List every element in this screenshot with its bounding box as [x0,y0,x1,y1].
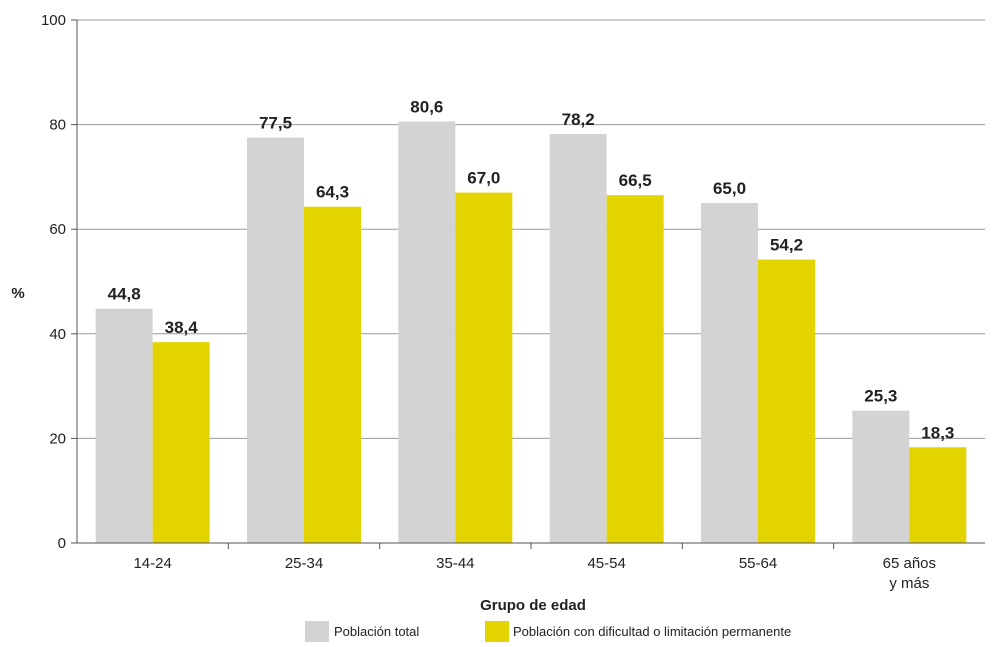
bar-poblacion-total [398,121,456,543]
x-tick-label: 55-64 [739,555,777,572]
bar-value-label: 54,2 [770,236,803,255]
bar-value-label: 80,6 [410,97,443,116]
bar-value-label: 65,0 [713,179,746,198]
data-labels: 44,8 38,4 77,5 64,3 80,6 67,0 78,2 66,5 65,0 54,2… [108,97,955,442]
legend-label: Población total [334,624,419,639]
bar-value-label: 64,3 [316,183,349,202]
bar-poblacion-limitacion [909,447,967,543]
x-tick-label: 35-44 [436,555,474,572]
bar-value-label: 25,3 [864,387,897,406]
bars [95,121,967,544]
bar-value-label: 67,0 [467,169,500,188]
bar-poblacion-limitacion [758,259,815,543]
axes: 0 20 40 60 80 100 14-24 25-34 35-44 45-54 55-64 65 … [41,12,985,592]
legend-swatch [305,621,329,645]
x-tick-label: 14-24 [133,555,171,572]
y-axis-title: % [11,285,24,302]
bar-poblacion-total [247,137,304,544]
x-tick-label: 25-34 [285,555,323,572]
y-tick-label: 40 [49,326,66,343]
bar-value-label: 77,5 [259,114,292,133]
y-tick-label: 100 [41,12,66,29]
x-axis-title: Grupo de edad [480,597,586,614]
gridlines [77,19,985,439]
y-tick-label: 80 [49,117,66,134]
y-tick-label: 60 [49,221,66,238]
legend-label: Población con dificultad o limitación pe… [513,624,791,639]
y-tick-label: 20 [49,430,66,447]
bar-poblacion-limitacion [606,195,664,543]
bar-poblacion-total [852,410,910,543]
bar-value-label: 44,8 [108,285,141,304]
x-tick-label: 45-54 [587,555,625,572]
bar-poblacion-total [95,308,153,543]
x-tick-label: 65 años y más [883,555,936,592]
bar-value-label: 18,3 [921,423,954,442]
legend-swatch [485,621,509,645]
bar-value-label: 66,5 [619,171,652,190]
bar-value-label: 38,4 [165,318,199,337]
bar-poblacion-total [549,134,607,543]
bar-value-label: 78,2 [562,110,595,129]
bar-poblacion-limitacion [455,192,513,543]
bar-poblacion-limitacion [152,342,210,543]
bar-poblacion-total [701,203,758,544]
bar-poblacion-limitacion [304,206,361,543]
legend: Población total Población con dificultad … [305,621,791,645]
y-tick-label: 0 [58,535,66,552]
